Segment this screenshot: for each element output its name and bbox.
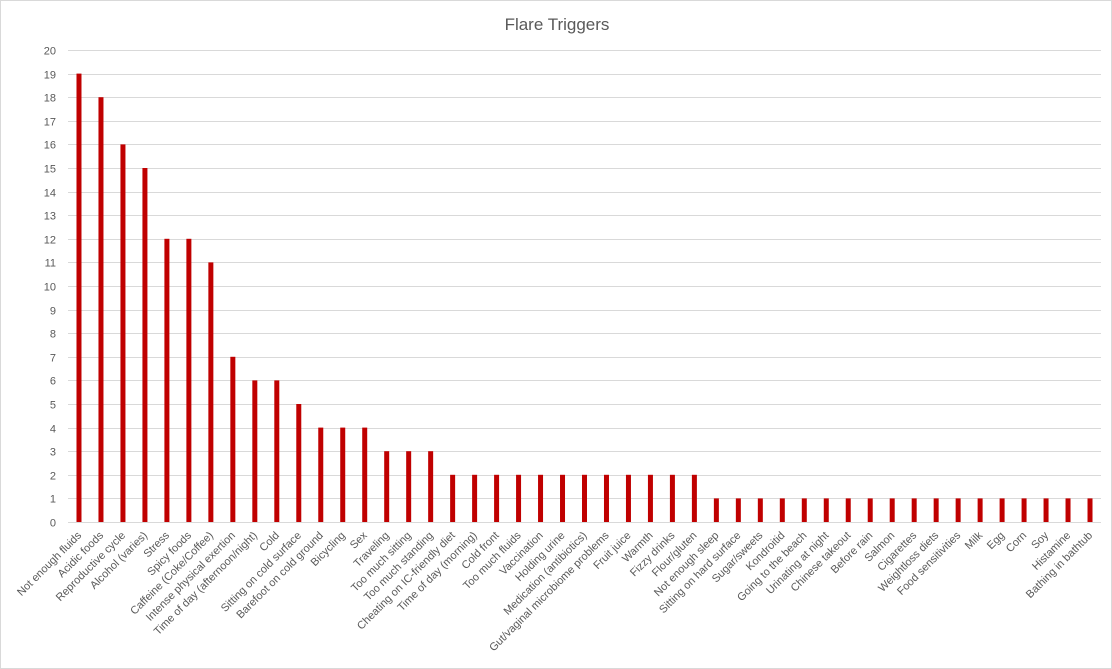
y-tick-label: 4 <box>50 424 56 436</box>
bar <box>252 380 258 522</box>
bar <box>186 238 192 523</box>
bar <box>1065 498 1071 522</box>
bar <box>889 498 895 522</box>
x-tick-label: Milk <box>963 529 986 552</box>
bar <box>1087 498 1093 522</box>
bar <box>120 144 126 522</box>
bar <box>362 427 368 522</box>
bar <box>669 474 675 522</box>
bar <box>318 427 324 522</box>
y-tick-label: 12 <box>44 235 56 247</box>
y-tick-label: 14 <box>44 188 56 200</box>
bars <box>76 73 1093 523</box>
y-tick-label: 1 <box>50 494 56 506</box>
bar <box>98 97 104 522</box>
bar <box>230 356 236 522</box>
bar <box>801 498 807 522</box>
bar <box>625 474 631 522</box>
bar <box>867 498 873 522</box>
bar <box>1043 498 1049 522</box>
bar <box>999 498 1005 522</box>
y-tick-label: 3 <box>50 447 56 459</box>
y-tick-label: 2 <box>50 471 56 483</box>
bar <box>1021 498 1027 522</box>
y-tick-label: 16 <box>44 140 56 152</box>
bar <box>779 498 785 522</box>
bar <box>823 498 829 522</box>
bar <box>845 498 851 522</box>
bar <box>538 474 544 522</box>
bar <box>713 498 719 522</box>
bar <box>406 451 412 522</box>
y-tick-label: 19 <box>44 70 56 82</box>
bar <box>164 238 170 523</box>
y-tick-label: 8 <box>50 329 56 341</box>
bar <box>494 474 500 522</box>
bar <box>428 451 434 522</box>
y-tick-label: 9 <box>50 306 56 318</box>
bar <box>691 474 697 522</box>
gridlines <box>68 50 1101 523</box>
bar <box>955 498 961 522</box>
bar <box>384 451 390 522</box>
y-tick-label: 15 <box>44 164 56 176</box>
y-tick-label: 7 <box>50 353 56 365</box>
bar <box>735 498 741 522</box>
chart-title: Flare Triggers <box>505 15 610 34</box>
y-tick-label: 17 <box>44 117 56 129</box>
bar <box>296 404 302 522</box>
y-tick-label: 13 <box>44 211 56 223</box>
bar <box>472 474 478 522</box>
bar <box>340 427 346 522</box>
bar <box>647 474 653 522</box>
bar <box>603 474 609 522</box>
bar <box>274 380 280 522</box>
bar <box>450 474 456 522</box>
y-tick-label: 20 <box>44 46 56 58</box>
y-tick-label: 6 <box>50 376 56 388</box>
y-tick-label: 10 <box>44 282 56 294</box>
y-tick-label: 18 <box>44 93 56 105</box>
bar <box>582 474 587 522</box>
bar <box>911 498 917 522</box>
bar <box>757 498 763 522</box>
bar <box>977 498 983 522</box>
x-tick-label: Corn <box>1004 530 1029 555</box>
bar <box>933 498 939 522</box>
bar <box>76 73 82 522</box>
bar <box>142 168 148 522</box>
bar <box>516 474 522 522</box>
x-tick-label: Egg <box>985 530 1007 552</box>
y-tick-label: 0 <box>50 518 56 530</box>
y-tick-label: 11 <box>45 258 56 270</box>
y-tick-label: 5 <box>50 400 56 412</box>
bar <box>560 474 566 522</box>
bar <box>208 262 214 522</box>
